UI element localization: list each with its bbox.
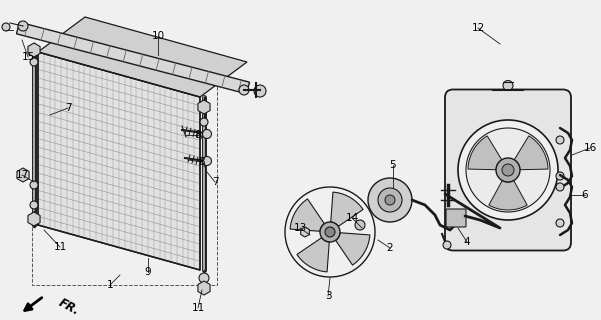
Circle shape <box>320 222 340 242</box>
Text: 16: 16 <box>584 143 597 153</box>
Circle shape <box>239 85 249 95</box>
Bar <box>32 55 217 285</box>
Text: 9: 9 <box>145 267 151 277</box>
Circle shape <box>2 23 10 31</box>
Polygon shape <box>300 227 310 237</box>
Text: 13: 13 <box>293 223 307 233</box>
Circle shape <box>368 178 412 222</box>
Circle shape <box>203 156 212 165</box>
Circle shape <box>203 130 212 139</box>
Circle shape <box>556 172 564 180</box>
Circle shape <box>385 195 395 205</box>
Circle shape <box>30 201 38 209</box>
Polygon shape <box>468 136 502 170</box>
Circle shape <box>502 164 514 176</box>
Text: 5: 5 <box>389 160 396 170</box>
Circle shape <box>30 58 38 66</box>
Circle shape <box>199 273 209 283</box>
Text: 15: 15 <box>22 52 35 62</box>
Circle shape <box>18 21 28 31</box>
FancyBboxPatch shape <box>445 90 571 251</box>
Circle shape <box>556 219 564 227</box>
Circle shape <box>355 220 365 230</box>
Circle shape <box>458 120 558 220</box>
Polygon shape <box>290 199 325 231</box>
Text: 10: 10 <box>151 31 165 41</box>
Text: 14: 14 <box>346 213 359 223</box>
Text: 17: 17 <box>16 170 29 180</box>
Polygon shape <box>28 43 40 57</box>
FancyBboxPatch shape <box>446 209 466 227</box>
Text: 2: 2 <box>386 243 393 253</box>
Circle shape <box>378 188 402 212</box>
Text: 6: 6 <box>582 190 588 200</box>
Text: 7: 7 <box>212 177 218 187</box>
Circle shape <box>254 85 266 97</box>
Polygon shape <box>38 17 247 97</box>
Polygon shape <box>16 22 249 94</box>
Polygon shape <box>38 52 200 270</box>
Text: 11: 11 <box>191 303 204 313</box>
Text: 1: 1 <box>107 280 114 290</box>
Circle shape <box>466 128 550 212</box>
Polygon shape <box>28 212 40 226</box>
Circle shape <box>443 241 451 249</box>
Circle shape <box>30 181 38 189</box>
Circle shape <box>325 227 335 237</box>
Polygon shape <box>297 238 329 272</box>
Circle shape <box>556 136 564 144</box>
Polygon shape <box>198 100 210 114</box>
Circle shape <box>200 118 208 126</box>
Polygon shape <box>331 192 363 226</box>
Text: FR.: FR. <box>56 296 81 318</box>
Polygon shape <box>198 281 210 295</box>
Text: 7: 7 <box>65 103 72 113</box>
Polygon shape <box>514 136 548 170</box>
Text: 3: 3 <box>325 291 331 301</box>
Text: 4: 4 <box>464 237 471 247</box>
Text: 12: 12 <box>471 23 484 33</box>
Polygon shape <box>335 233 370 265</box>
Circle shape <box>503 81 513 91</box>
Circle shape <box>496 158 520 182</box>
Text: 8: 8 <box>199 157 206 167</box>
Text: 8: 8 <box>195 130 201 140</box>
Text: 11: 11 <box>53 242 67 252</box>
Polygon shape <box>489 180 527 210</box>
Circle shape <box>556 183 564 191</box>
Polygon shape <box>17 168 29 182</box>
